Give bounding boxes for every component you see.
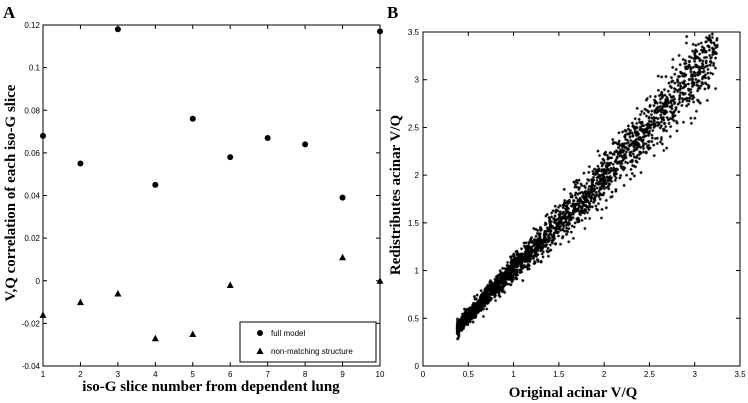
x-tick-label-a: 3 <box>116 370 121 379</box>
legend-a: full model non-matching structure <box>239 321 377 363</box>
scatter-cloud-b <box>455 32 719 341</box>
y-tick-label-a: 0.02 <box>24 234 40 243</box>
x-tick-label-b: 2.5 <box>644 370 656 379</box>
x-tick-label-b: 0 <box>421 370 426 379</box>
legend-label-non-matching: non-matching structure <box>271 347 353 356</box>
x-tick-label-a: 7 <box>265 370 270 379</box>
data-points-a <box>39 26 384 342</box>
point-non-matching-structure <box>189 330 197 338</box>
x-tick-label-a: 2 <box>78 370 83 379</box>
x-tick-label-b: 1.5 <box>553 370 565 379</box>
point-non-matching-structure <box>39 311 47 318</box>
x-axis-label-a: iso-G slice number from dependent lung <box>82 379 340 395</box>
point-full-model <box>377 28 383 35</box>
y-tick-label-b: 2 <box>415 171 420 180</box>
point-full-model <box>264 134 271 141</box>
x-tick-label-a: 4 <box>153 370 158 379</box>
x-tick-label-b: 0.5 <box>463 370 475 379</box>
y-tick-label-a: 0.04 <box>24 192 40 201</box>
plot-frame-a <box>42 24 381 367</box>
y-tick-label-b: 2.5 <box>408 123 420 132</box>
point-full-model <box>339 194 346 201</box>
y-tick-label-b: 1 <box>415 267 420 276</box>
point-full-model <box>152 181 159 188</box>
point-non-matching-structure <box>376 277 384 284</box>
y-tick-label-b: 0 <box>415 362 420 371</box>
y-tick-label-b: 3 <box>415 76 420 85</box>
y-tick-label-a: 0.06 <box>24 149 40 158</box>
y-tick-label-b: 3.5 <box>408 28 420 37</box>
y-tick-label-a: 0.08 <box>24 106 40 115</box>
point-non-matching-structure <box>339 253 347 261</box>
y-axis-label-a: V,Q correlation of each iso-G slice <box>3 84 19 301</box>
y-ticks-b: 0 0.5 1 1.5 2 2.5 3 3.5 <box>408 28 740 371</box>
data-points-b <box>455 32 719 341</box>
x-tick-label-a: 8 <box>303 370 308 379</box>
x-tick-label-a: 9 <box>340 370 345 379</box>
legend-marker-full-model <box>257 330 263 336</box>
point-full-model <box>114 26 121 33</box>
point-non-matching-structure <box>76 298 84 306</box>
x-tick-label-a: 5 <box>191 370 196 379</box>
point-non-matching-structure <box>226 281 234 289</box>
panel-b: B 0 0.5 1 1.5 2 2.5 3 3.5 0 0.5 1 1.5 2 2.5 3 3.5 Orig… <box>387 3 746 401</box>
y-tick-label-a: -0.04 <box>22 362 41 371</box>
y-tick-label-b: 1.5 <box>408 219 420 228</box>
legend-box <box>239 321 377 363</box>
point-non-matching-structure <box>114 290 122 297</box>
y-tick-label-a: 0.1 <box>29 64 41 73</box>
point-non-matching-structure <box>151 334 159 342</box>
y-tick-label-b: 0.5 <box>408 314 420 323</box>
x-tick-label-a: 6 <box>228 370 233 379</box>
panel-a: A 1 2 3 4 5 6 7 8 9 10 -0.04 -0.02 0 0.02 0.04 0.06 0.0… <box>3 3 385 395</box>
plot-frame-b <box>422 31 741 367</box>
panel-label-b: B <box>387 3 398 22</box>
y-ticks-a: -0.04 -0.02 0 0.02 0.04 0.06 0.08 0.1 0.12 <box>22 21 380 371</box>
x-tick-label-b: 1 <box>511 370 516 379</box>
panel-label-a: A <box>3 3 16 22</box>
legend-label-full-model: full model <box>271 329 305 338</box>
point-full-model <box>189 115 196 122</box>
x-ticks-a: 1 2 3 4 5 6 7 8 9 10 <box>41 25 385 379</box>
x-tick-label-a: 10 <box>376 370 385 379</box>
x-tick-label-b: 2 <box>602 370 607 379</box>
y-tick-label-a: 0 <box>36 277 41 286</box>
x-tick-label-b: 3 <box>692 370 697 379</box>
y-tick-label-a: 0.12 <box>24 21 40 30</box>
y-tick-label-a: -0.02 <box>22 319 41 328</box>
point-full-model <box>77 160 84 167</box>
x-ticks-b: 0 0.5 1 1.5 2 2.5 3 3.5 <box>421 32 746 379</box>
point-full-model <box>40 132 46 139</box>
legend-marker-non-matching <box>256 347 264 354</box>
point-full-model <box>302 141 309 148</box>
point-full-model <box>227 154 234 161</box>
x-tick-label-a: 1 <box>41 370 46 379</box>
x-tick-label-b: 3.5 <box>734 370 746 379</box>
y-axis-label-b: Redistributes acinar V/Q <box>388 115 404 276</box>
x-axis-label-b: Original acinar V/Q <box>509 385 638 401</box>
